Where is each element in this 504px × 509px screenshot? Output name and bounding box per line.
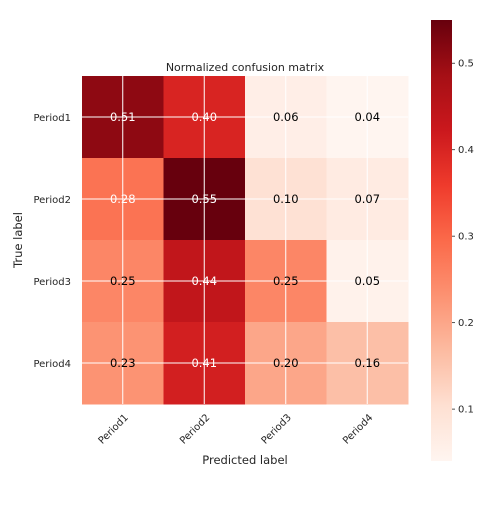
x-tick-label: Period3 xyxy=(260,412,294,446)
cell-value-label: 0.28 xyxy=(110,192,136,206)
cell-value-label: 0.25 xyxy=(273,274,299,288)
x-tick-label: Period2 xyxy=(178,412,212,446)
y-tick-labels: Period1 Period2 Period3 Period4 xyxy=(33,113,71,370)
y-tick-label: Period1 xyxy=(33,113,71,124)
cell-value-label: 0.55 xyxy=(191,192,217,206)
colorbar-tick-label: 0.1 xyxy=(458,405,474,416)
cell-value-label: 0.23 xyxy=(110,356,136,370)
x-tick-labels: Period1 Period2 Period3 Period4 xyxy=(97,412,376,446)
colorbar-tick-labels: 0.1 0.2 0.3 0.4 0.5 xyxy=(452,59,474,416)
cell-value-label: 0.41 xyxy=(191,356,217,370)
colorbar-tick-label: 0.4 xyxy=(458,145,474,156)
cell-value-label: 0.25 xyxy=(110,274,136,288)
y-tick-label: Period2 xyxy=(33,195,71,206)
cell-value-label: 0.05 xyxy=(354,274,380,288)
cell-value-label: 0.04 xyxy=(354,110,380,124)
colorbar xyxy=(431,20,452,461)
cell-value-label: 0.10 xyxy=(273,192,299,206)
cell-value-labels: 0.51 0.40 0.06 0.04 0.28 0.55 0.10 0.07 0.25 0.44… xyxy=(110,110,380,370)
x-axis-label: Predicted label xyxy=(202,453,287,467)
colorbar-tick-label: 0.2 xyxy=(458,318,474,329)
grid-lines xyxy=(82,76,408,404)
x-tick-label: Period4 xyxy=(341,412,375,446)
x-tick-label: Period1 xyxy=(97,412,131,446)
colorbar-tick-label: 0.5 xyxy=(458,59,474,70)
cell-value-label: 0.40 xyxy=(191,110,217,124)
cell-value-label: 0.07 xyxy=(354,192,380,206)
cell-value-label: 0.51 xyxy=(110,110,136,124)
chart-title: Normalized confusion matrix xyxy=(166,61,325,74)
y-tick-label: Period3 xyxy=(33,277,71,288)
y-tick-label: Period4 xyxy=(33,359,71,370)
y-axis-label: True label xyxy=(11,212,25,269)
cell-value-label: 0.16 xyxy=(354,356,380,370)
cell-value-label: 0.44 xyxy=(191,274,217,288)
cell-value-label: 0.20 xyxy=(273,356,299,370)
colorbar-tick-label: 0.3 xyxy=(458,232,474,243)
cell-value-label: 0.06 xyxy=(273,110,299,124)
